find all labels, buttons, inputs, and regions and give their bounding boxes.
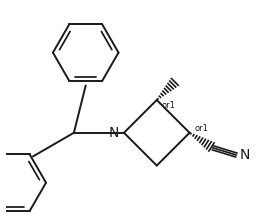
Text: N: N — [240, 148, 251, 162]
Text: or1: or1 — [161, 101, 175, 110]
Text: N: N — [108, 126, 118, 140]
Text: or1: or1 — [194, 124, 208, 133]
